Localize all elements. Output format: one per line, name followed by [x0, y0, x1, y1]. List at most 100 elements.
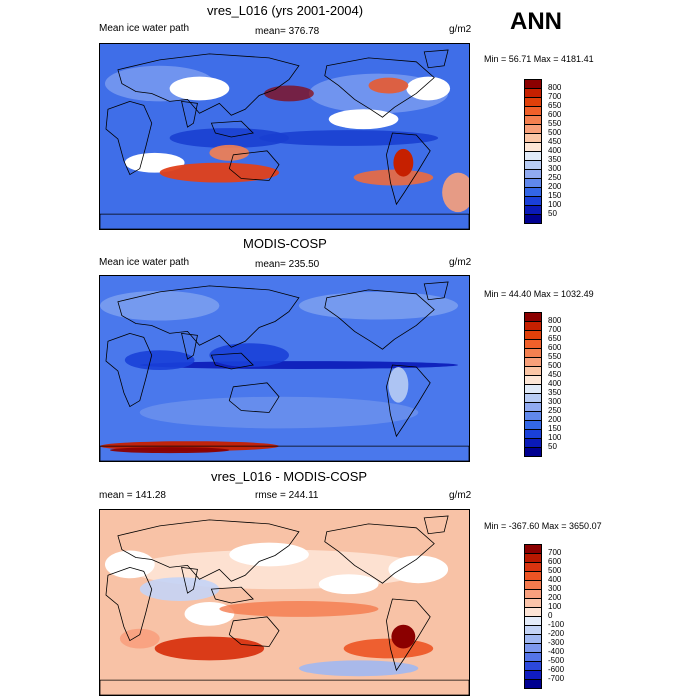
colorbar-tick-label: 400: [548, 379, 562, 388]
coastline-greenland: [423, 49, 449, 69]
panel-1-title: vres_L016 (yrs 2001-2004): [207, 3, 364, 18]
panel-3-units: g/m2: [449, 490, 472, 501]
coastline-india: [181, 100, 198, 128]
coastline-eurasia: [117, 519, 300, 582]
colorbar-tick-label: 0: [548, 611, 553, 620]
coastline-north-america: [324, 57, 435, 118]
panel-3-rmse: rmse = 244.11: [255, 490, 319, 501]
coastline-antarctica: [100, 445, 469, 461]
colorbar-tick-label: 800: [548, 316, 562, 325]
colorbar-tick-label: 300: [548, 397, 562, 406]
low-field: [139, 361, 459, 369]
panel-2-colorbar: 800 700 650 600 550 500 450 400 350 300 250 200 150 1…: [524, 312, 561, 457]
high-field: [264, 85, 314, 102]
panel-2-mean: mean= 235.50: [255, 259, 320, 270]
panel-2-left-label: Mean ice water path: [99, 257, 190, 268]
colorbar-tick-label: 150: [548, 191, 562, 200]
colorbar-tick-label: -300: [548, 638, 565, 647]
colorbar-tick-label: 200: [548, 182, 562, 191]
high-field: [109, 447, 230, 454]
high-field: [442, 172, 469, 213]
colorbar-tick-label: 450: [548, 137, 562, 146]
colorbar-tick-label: 350: [548, 155, 562, 164]
colorbar-tick-label: 600: [548, 110, 562, 119]
panel-3-mean: mean = 141.28: [99, 490, 166, 501]
colorbar-tick-label: 300: [548, 164, 562, 173]
coastline-antarctica: [100, 679, 469, 695]
panel-1-units: g/m2: [449, 24, 472, 35]
missing-field: [169, 76, 230, 101]
colorbar-tick-label: 450: [548, 370, 562, 379]
coastline-africa: [105, 332, 153, 408]
panel-1-minmax: Min = 56.71 Max = 4181.41: [484, 54, 594, 64]
high-field: [119, 628, 160, 649]
colorbar-tick-label: 200: [548, 593, 562, 602]
colorbar-swatch: [524, 214, 542, 224]
low-field: [209, 343, 289, 368]
colorbar-tick-label: 250: [548, 173, 562, 182]
colorbar-tick-label: 650: [548, 101, 562, 110]
panel-1-map: [99, 43, 470, 230]
high-field: [343, 638, 434, 659]
panel-3-map: [99, 509, 470, 696]
missing-field: [104, 550, 155, 579]
coastline-north-america: [324, 289, 435, 350]
colorbar-tick-label: 100: [548, 433, 562, 442]
colorbar-tick-label: 650: [548, 334, 562, 343]
season-label: ANN: [510, 8, 562, 35]
missing-field: [184, 602, 235, 626]
colorbar-tick-label: 700: [548, 325, 562, 334]
mid-field: [139, 396, 419, 429]
panel-1-colorbar: 800 700 650 600 550 500 450 400 350 300 250 200 150 1…: [524, 79, 561, 224]
colorbar-tick-label: 50: [548, 209, 557, 218]
high-field: [209, 144, 250, 161]
panel-3-title: vres_L016 - MODIS-COSP: [211, 469, 368, 484]
coastline-africa: [105, 566, 153, 642]
coastline-australia: [228, 382, 280, 413]
panel-1-mean: mean= 376.78: [255, 26, 320, 37]
coastline-eurasia: [117, 53, 300, 116]
low-field: [259, 130, 439, 146]
coastline-maritime-asia: [210, 352, 254, 370]
mid-field: [298, 291, 459, 320]
panel-2-title: MODIS-COSP: [243, 236, 327, 251]
coastline-south-america: [386, 364, 431, 438]
coastline-australia: [228, 616, 280, 647]
high-field: [219, 601, 379, 617]
panel-3-minmax: Min = -367.60 Max = 3650.07: [484, 521, 602, 531]
panel-2-units: g/m2: [449, 257, 472, 268]
missing-field: [318, 574, 379, 595]
colorbar-tick-label: 200: [548, 415, 562, 424]
colorbar-tick-label: -400: [548, 647, 565, 656]
colorbar-tick-label: 600: [548, 557, 562, 566]
colorbar-tick-label: 500: [548, 566, 562, 575]
colorbar-tick-label: 150: [548, 424, 562, 433]
colorbar-tick-label: 300: [548, 584, 562, 593]
coastline-australia: [228, 150, 280, 181]
colorbar-tick-label: 500: [548, 128, 562, 137]
colorbar-swatch: [524, 679, 542, 689]
colorbar-swatch: [524, 447, 542, 457]
coastline-africa: [105, 100, 153, 176]
coastline-greenland: [423, 515, 449, 535]
mid-field: [100, 290, 220, 321]
colorbar-tick-label: 100: [548, 200, 562, 209]
colorbar-tick-label: 500: [548, 361, 562, 370]
mid-field: [388, 367, 409, 403]
colorbar-tick-label: 700: [548, 92, 562, 101]
colorbar-tick-label: 350: [548, 388, 562, 397]
missing-field: [406, 76, 451, 101]
colorbar-tick-label: -200: [548, 629, 565, 638]
coastline-eurasia: [117, 285, 300, 348]
colorbar-tick-label: 100: [548, 602, 562, 611]
colorbar-tick-label: 800: [548, 83, 562, 92]
colorbar-tick-label: 400: [548, 146, 562, 155]
colorbar-tick-label: 250: [548, 406, 562, 415]
coastline-maritime-asia: [210, 120, 254, 138]
coastline-south-america: [386, 132, 431, 206]
high-field: [391, 624, 416, 649]
coastline-india: [181, 332, 198, 360]
coastline-maritime-asia: [210, 586, 254, 604]
high-field: [368, 77, 409, 94]
high-field: [353, 169, 434, 186]
